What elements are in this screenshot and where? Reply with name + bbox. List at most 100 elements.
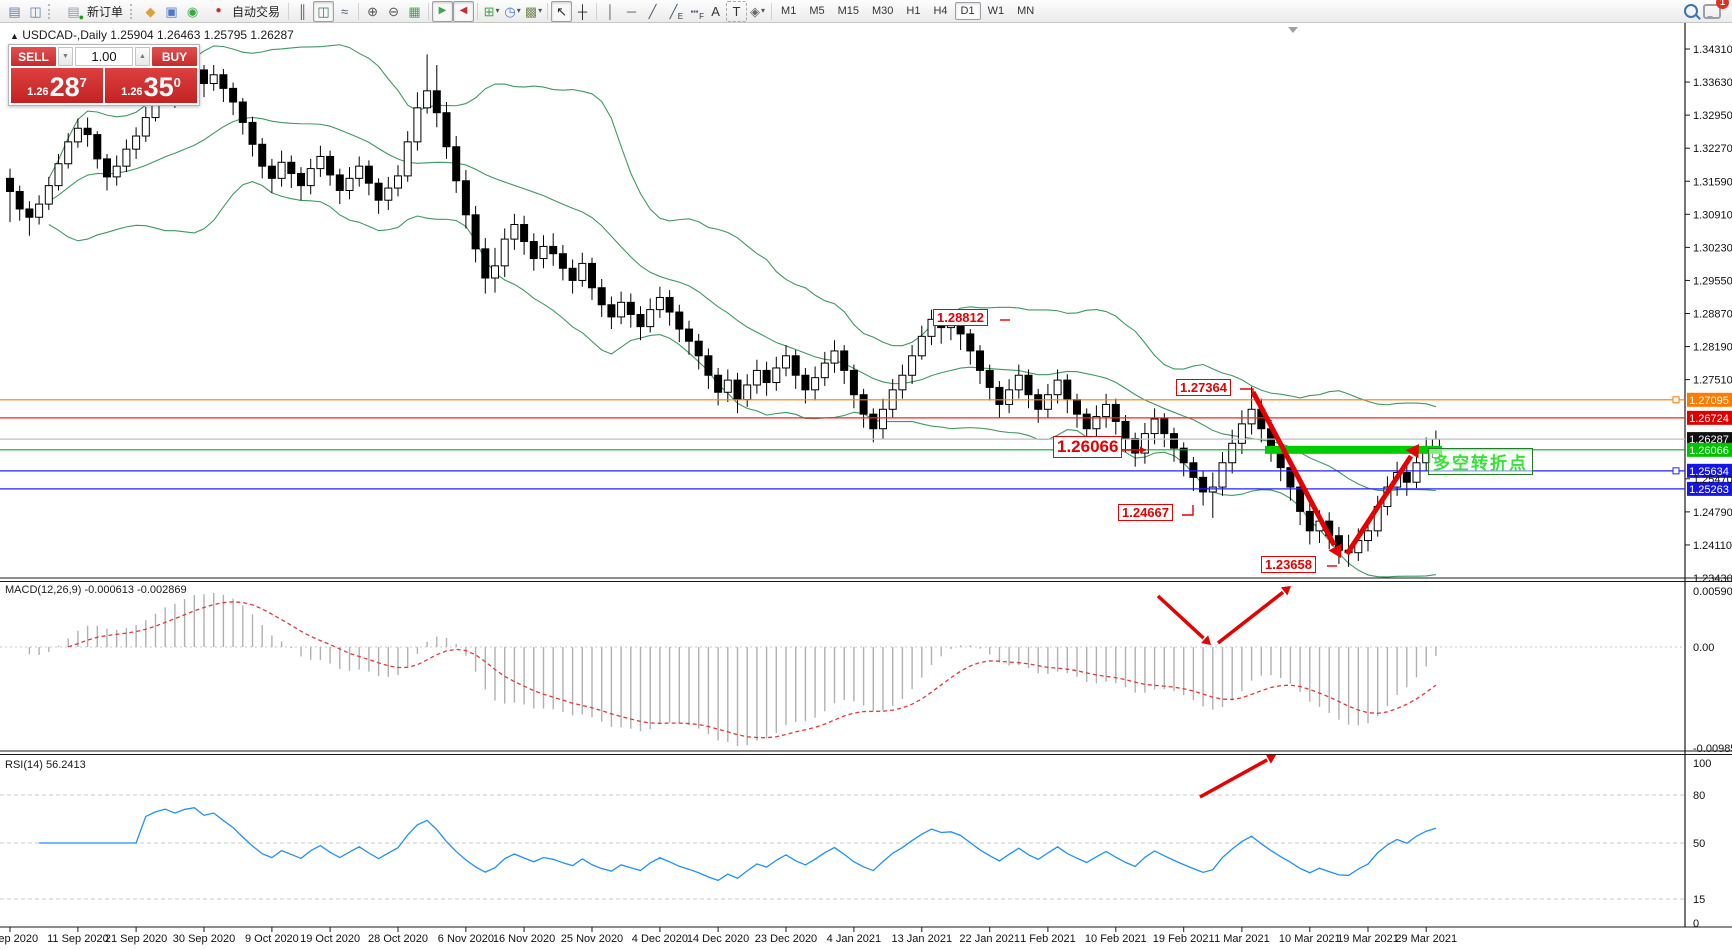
templates-button[interactable]: ▩ ▾ <box>524 3 543 19</box>
timeframe-m30[interactable]: M30 <box>872 5 894 17</box>
svg-text:1.23430: 1.23430 <box>1693 573 1732 585</box>
price-flag-1.28812[interactable]: 1.28812 <box>933 309 988 327</box>
volume-decrease-button[interactable]: ▼ <box>58 47 73 66</box>
auto-scroll-icon[interactable]: ▶ <box>432 0 454 22</box>
equidistant-channel-icon[interactable]: ╱ E <box>669 3 684 21</box>
sell-button[interactable]: SELL <box>11 47 56 66</box>
svg-text:1.28870: 1.28870 <box>1693 309 1732 321</box>
turn-point-band[interactable] <box>1265 445 1442 454</box>
fibonacci-icon[interactable]: ┅ F <box>690 3 705 21</box>
rsi-up-arrow[interactable] <box>1199 758 1268 799</box>
indicators-button[interactable]: ⊞ ▾ <box>483 3 500 19</box>
svg-text:-0.009851: -0.009851 <box>1693 743 1732 755</box>
timeframe-w1[interactable]: W1 <box>987 5 1005 17</box>
chat-bubble-icon <box>1702 3 1721 19</box>
new-order-label: 新订单 <box>87 4 124 19</box>
svg-text:4 Jan 2021: 4 Jan 2021 <box>827 933 881 945</box>
svg-text:15: 15 <box>1693 894 1705 906</box>
metaeditor-icon[interactable]: ◆ <box>145 3 156 19</box>
line-handle[interactable] <box>1672 396 1680 404</box>
volume-increase-button[interactable]: ▲ <box>135 47 150 66</box>
svg-text:1.30230: 1.30230 <box>1693 242 1732 254</box>
svg-text:19 Feb 2021: 19 Feb 2021 <box>1153 933 1215 945</box>
macd-up-arrow[interactable] <box>1216 590 1285 645</box>
svg-text:50: 50 <box>1693 838 1705 850</box>
toolbar-grip <box>130 3 136 19</box>
crosshair-icon[interactable]: ┼ <box>577 3 588 19</box>
timeframe-h4[interactable]: H4 <box>933 5 948 17</box>
chart-shift-icon[interactable]: ◀ <box>453 0 475 22</box>
timeframe-m15[interactable]: M15 <box>837 5 859 17</box>
macd-label: MACD(12,26,9) -0.000613 -0.002869 <box>5 584 187 596</box>
periods-button[interactable]: ◷ ▾ <box>504 3 521 19</box>
search-icon[interactable] <box>1680 1 1701 22</box>
signals-icon[interactable]: ◉ <box>186 3 199 19</box>
svg-text:0.00: 0.00 <box>1693 642 1714 654</box>
price-flag-1.26066[interactable]: 1.26066 <box>1053 436 1123 459</box>
line-chart-icon[interactable]: ≈ <box>340 3 349 19</box>
svg-text:1.26066: 1.26066 <box>1689 445 1729 457</box>
svg-text:19 Mar 2021: 19 Mar 2021 <box>1337 933 1399 945</box>
timeframe-m1[interactable]: M1 <box>781 5 797 17</box>
svg-text:1.33630: 1.33630 <box>1693 77 1732 89</box>
line-handle[interactable] <box>1672 467 1680 475</box>
candlestick-chart-icon[interactable]: ◫ <box>313 0 335 22</box>
pane-frames <box>0 23 1732 928</box>
horizontal-line-icon[interactable]: ─ <box>626 3 637 19</box>
buy-price-sup: 0 <box>173 75 181 90</box>
toolbar-separator <box>771 2 773 20</box>
svg-text:29 Mar 2021: 29 Mar 2021 <box>1395 933 1457 945</box>
text-tool-icon[interactable]: A <box>711 3 720 19</box>
bar-chart-icon[interactable]: ║ <box>297 3 308 19</box>
svg-text:28 Oct 2020: 28 Oct 2020 <box>368 933 428 945</box>
publish-icon[interactable]: ▣ <box>165 3 178 19</box>
text-label-icon[interactable]: T <box>726 0 748 22</box>
bollinger-middle <box>48 116 1436 492</box>
new-chart-icon[interactable]: ▤ <box>8 3 21 19</box>
price-axis: 1.34310 1.33630 1.32950 1.32270 1.31590 1.309… <box>1685 44 1732 585</box>
timeframe-h1[interactable]: H1 <box>906 5 921 17</box>
price-flag-1.24667[interactable]: 1.24667 <box>1118 504 1173 522</box>
svg-text:30 Sep 2020: 30 Sep 2020 <box>173 933 235 945</box>
candles-layer <box>6 54 1440 567</box>
volume-input[interactable]: 1.00 <box>75 47 133 66</box>
annotation-connectors <box>1000 319 1419 567</box>
sell-price-small: 1.26 <box>27 86 49 98</box>
trendline-icon[interactable]: ╱ <box>648 3 657 19</box>
toolbar-separator <box>288 2 290 20</box>
svg-text:1.34310: 1.34310 <box>1693 44 1732 56</box>
tile-windows-icon[interactable]: ▦ <box>408 3 421 19</box>
svg-text:1 Feb 2021: 1 Feb 2021 <box>1020 933 1076 945</box>
price-up-arrow[interactable] <box>1344 454 1414 556</box>
collapse-arrow-icon[interactable]: ▲ <box>10 31 19 41</box>
macd-down-arrow[interactable] <box>1156 594 1205 640</box>
price-flag-1.27364[interactable]: 1.27364 <box>1176 379 1231 397</box>
vertical-line-icon[interactable]: │ <box>606 3 615 19</box>
cursor-icon[interactable]: ↖ <box>551 0 573 22</box>
timeframe-d1[interactable]: D1 <box>954 2 981 20</box>
shapes-button[interactable]: ◈ ▾ <box>750 3 766 19</box>
timeframe-m5[interactable]: M5 <box>809 5 825 17</box>
price-flag-1.23658[interactable]: 1.23658 <box>1261 556 1316 574</box>
buy-button[interactable]: BUY <box>152 47 197 66</box>
scroll-marker-icon[interactable] <box>1288 27 1298 33</box>
svg-text:1.25470: 1.25470 <box>1693 474 1732 486</box>
sell-price-panel[interactable]: 1.26 28 7 <box>11 68 103 103</box>
rsi-label: RSI(14) 56.2413 <box>5 759 86 771</box>
zoom-out-icon[interactable]: ⊖ <box>388 3 399 19</box>
profiles-icon[interactable]: ◫ <box>29 3 42 19</box>
toolbar-grip <box>48 3 54 19</box>
svg-text:1.29550: 1.29550 <box>1693 275 1732 287</box>
autotrading-button[interactable]: ● 自动交易 <box>203 1 285 22</box>
rsi-line <box>39 806 1437 882</box>
price-down-arrow[interactable] <box>1250 390 1337 547</box>
turn-point-annotation[interactable]: 多空转折点 <box>1428 448 1533 475</box>
notifications-button[interactable]: 1 <box>1701 0 1729 22</box>
new-order-button[interactable]: ▤ ● 新订单 <box>58 1 128 22</box>
zoom-in-icon[interactable]: ⊕ <box>367 3 378 19</box>
timeframe-mn[interactable]: MN <box>1017 5 1035 17</box>
toolbar-separator <box>596 2 598 20</box>
svg-text:1 Mar 2021: 1 Mar 2021 <box>1214 933 1270 945</box>
buy-price-panel[interactable]: 1.26 35 0 <box>105 68 197 103</box>
